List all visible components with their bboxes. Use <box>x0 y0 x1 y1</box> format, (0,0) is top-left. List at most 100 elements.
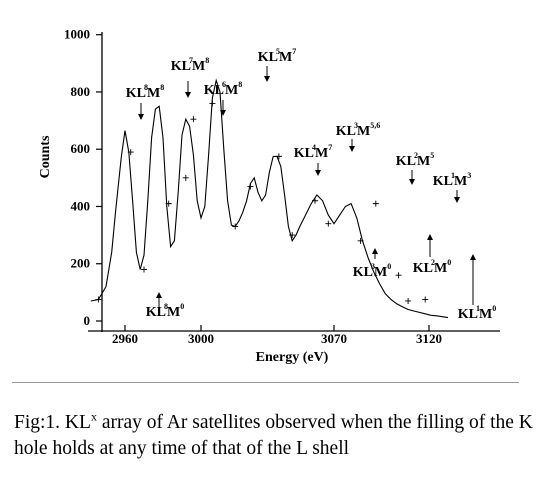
peak-label: KL5M7 <box>258 47 296 65</box>
peak-label-sup: 2 <box>431 258 435 267</box>
peak-label-sup: 3 <box>354 121 358 130</box>
peak-label-main: KL <box>433 174 453 189</box>
peak-arrow-head <box>315 170 321 176</box>
peak-label-sup2: 0 <box>180 302 184 311</box>
data-point-marker <box>95 296 102 303</box>
data-point-marker <box>405 297 412 304</box>
peak-label: KL2M0 <box>413 258 451 276</box>
peak-label: KL7M8 <box>171 56 209 74</box>
peak-label: KL2M5 <box>396 151 434 169</box>
peak-label-sup: 2 <box>414 151 418 160</box>
data-point-marker <box>372 200 379 207</box>
peak-label-sup: 4 <box>312 143 316 152</box>
caption-divider <box>12 382 519 383</box>
y-axis-label: Counts <box>38 135 53 178</box>
peak-arrow-head <box>138 114 144 120</box>
peak-label-mid: M <box>374 265 387 280</box>
x-tick-label: 3070 <box>321 331 347 346</box>
peak-label-sup2: 7 <box>292 47 296 56</box>
peak-arrow-head <box>409 179 415 185</box>
peak-label-mid: M <box>279 50 292 65</box>
peak-label-sup2: 5 <box>430 151 434 160</box>
y-tick-label: 800 <box>71 84 91 99</box>
x-ticks: 2960 3000 3070 3120 <box>112 325 442 346</box>
y-tick-label: 400 <box>71 198 91 213</box>
peak-label-sup2: 8 <box>160 83 164 92</box>
spectrum-fit-line <box>90 78 449 319</box>
y-tick-label: 1000 <box>64 27 90 42</box>
peak-arrow-head <box>372 248 378 254</box>
peak-label-sup2: 3 <box>467 171 471 180</box>
data-markers <box>95 100 429 304</box>
data-point-marker <box>165 200 172 207</box>
peak-label-sup: 8 <box>164 302 168 311</box>
data-point-marker <box>247 183 254 190</box>
peak-label-main: KL <box>294 146 314 161</box>
data-point-marker <box>357 237 364 244</box>
peak-label: KL3M5,6 <box>336 121 380 139</box>
peak-arrow-head <box>427 234 433 240</box>
caption-superscript: x <box>90 409 97 424</box>
peak-label-mid: M <box>479 307 492 322</box>
peak-label-main: KL <box>458 307 478 322</box>
peak-arrow-head <box>264 76 270 82</box>
peak-label-mid: M <box>417 154 430 169</box>
peak-label-sup2: 7 <box>328 143 332 152</box>
peak-label: KL3M0 <box>353 262 391 280</box>
data-point-marker <box>127 149 134 156</box>
figure-caption: Fig:1. KLx array of Ar satellites observ… <box>14 410 539 462</box>
peak-label-mid: M <box>454 174 467 189</box>
data-point-marker <box>141 266 147 273</box>
peak-label-sup: 3 <box>371 262 375 271</box>
data-point-marker <box>395 272 402 279</box>
peak-arrows <box>138 66 476 307</box>
data-point-marker <box>312 197 318 204</box>
peak-label-sup2: 8 <box>205 56 209 65</box>
peak-label-sup2: 5,6 <box>370 121 380 130</box>
peak-label-mid: M <box>147 86 160 101</box>
peak-label-mid: M <box>225 83 238 98</box>
peak-label-sup2: 0 <box>447 258 451 267</box>
peak-label-main: KL <box>126 86 146 101</box>
peak-label-sup: 5 <box>276 47 280 56</box>
peak-label-sup: 1 <box>476 304 480 313</box>
data-point-marker <box>325 220 332 227</box>
data-point-marker <box>190 116 197 123</box>
data-point-marker <box>182 174 189 181</box>
peak-labels: KL8M8KL7M8KL6M8KL5M7KL4M7KL3M5,6KL2M5KL1… <box>126 47 496 322</box>
y-tick-label: 600 <box>71 141 91 156</box>
peak-arrow-head <box>470 254 476 260</box>
peak-arrow-head <box>220 110 226 116</box>
peak-label-sup: 7 <box>189 56 193 65</box>
data-point-marker <box>275 153 282 160</box>
peak-label-main: KL <box>413 261 433 276</box>
peak-label: KL1M3 <box>433 171 471 189</box>
peak-label-sup: 1 <box>451 171 455 180</box>
data-point-marker <box>232 223 239 230</box>
x-tick-label: 2960 <box>112 331 138 346</box>
peak-label: KL4M7 <box>294 143 332 161</box>
y-tick-label: 200 <box>71 256 91 271</box>
peak-label-sup2: 0 <box>387 262 391 271</box>
y-ticks: 0 200 400 600 800 1000 <box>64 27 102 328</box>
peak-label-sup: 8 <box>144 83 148 92</box>
peak-label-mid: M <box>192 59 205 74</box>
peak-label-mid: M <box>357 124 370 139</box>
peak-label-main: KL <box>146 305 166 320</box>
peak-label-main: KL <box>336 124 356 139</box>
peak-label-main: KL <box>171 59 191 74</box>
peak-label: KL1M0 <box>458 304 496 322</box>
peak-label-main: KL <box>353 265 373 280</box>
peak-label: KL8M0 <box>146 302 184 320</box>
peak-label-mid: M <box>434 261 447 276</box>
peak-arrow-head <box>454 197 460 203</box>
peak-arrow-head <box>185 92 191 98</box>
chart-axes <box>88 32 500 332</box>
peak-label-mid: M <box>315 146 328 161</box>
peak-label-mid: M <box>167 305 180 320</box>
peak-label-main: KL <box>204 83 224 98</box>
peak-label-sup2: 0 <box>492 304 496 313</box>
peak-label-sup2: 8 <box>238 80 242 89</box>
caption-text: array of Ar satellites observed when the… <box>14 412 533 459</box>
